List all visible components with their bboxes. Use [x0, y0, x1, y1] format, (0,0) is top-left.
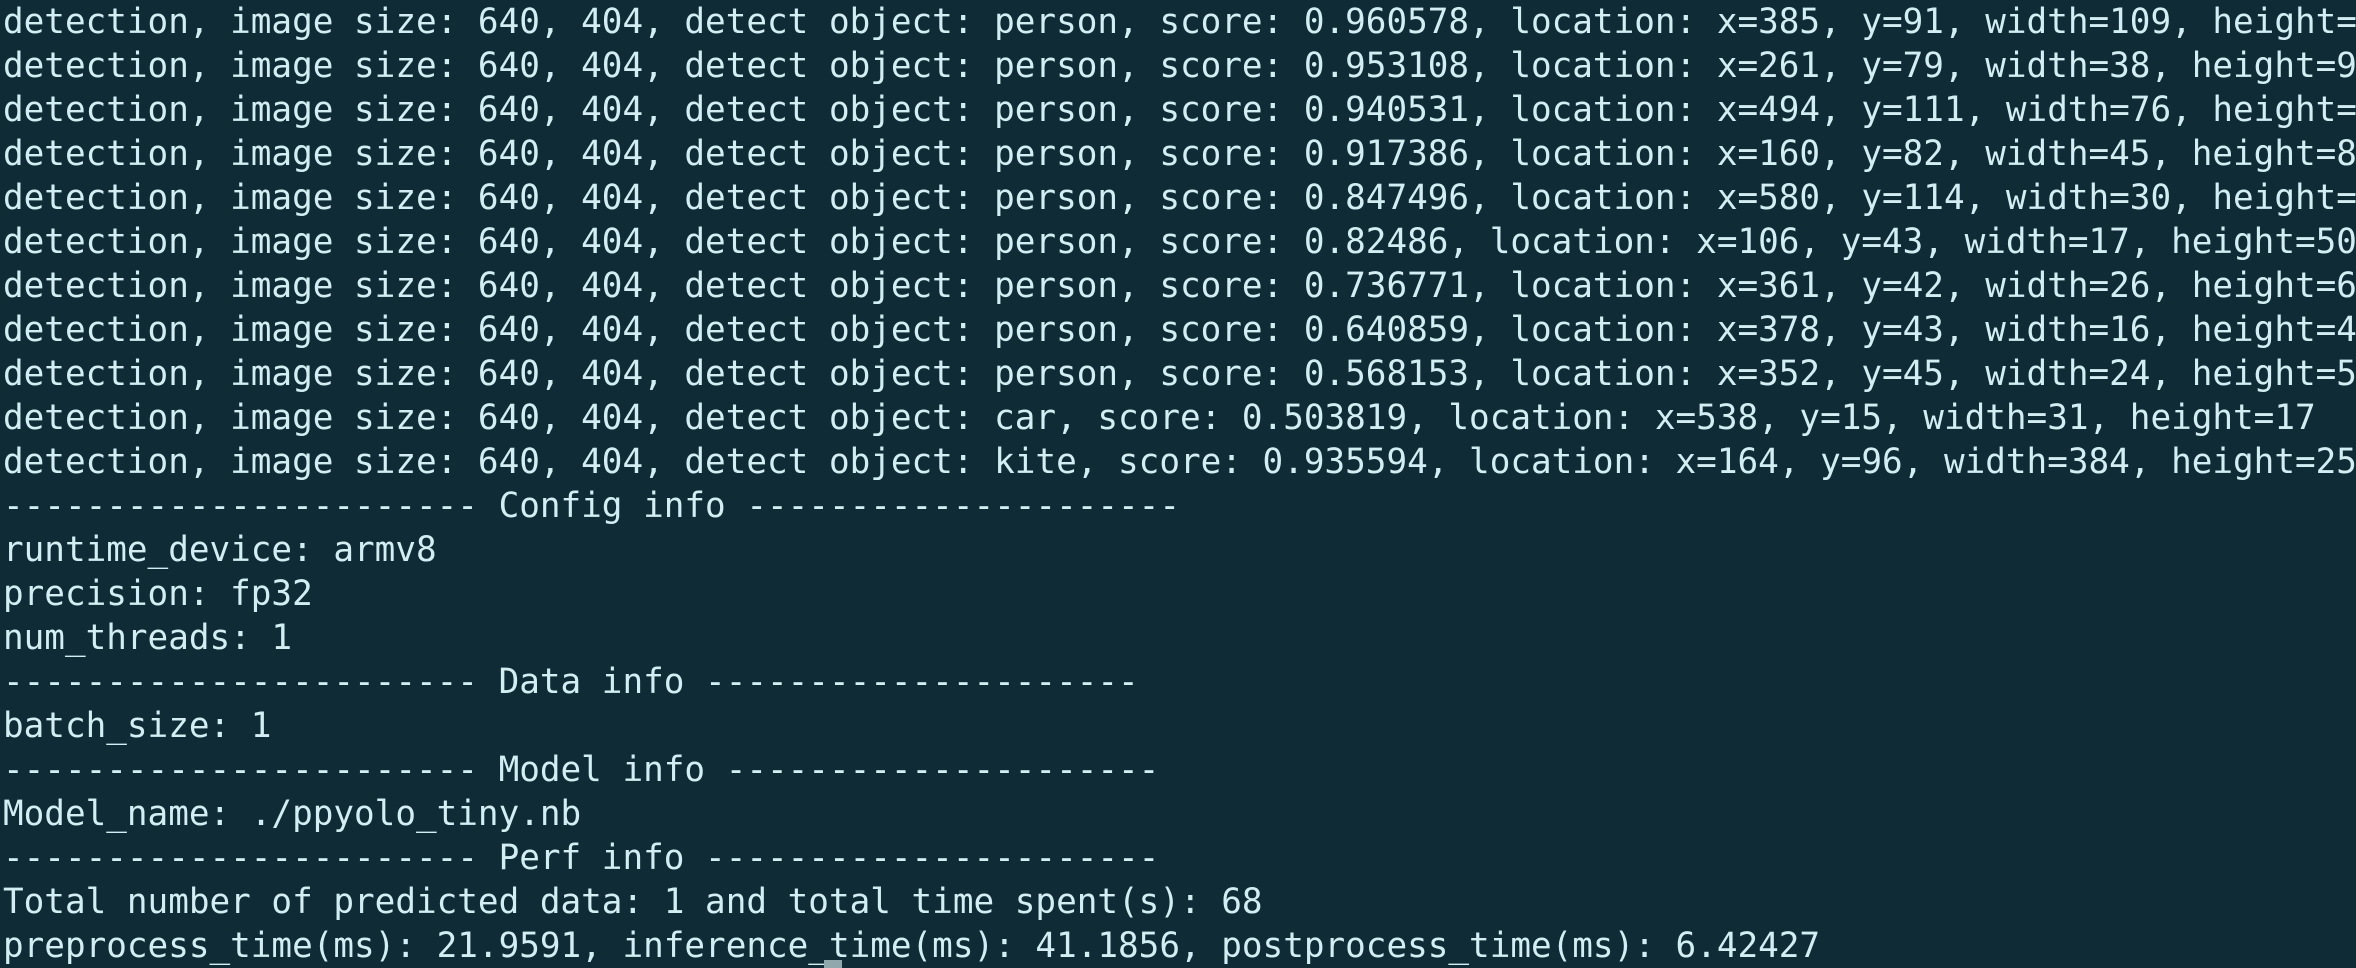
detection-line: detection, image size: 640, 404, detect … [3, 46, 2356, 86]
detection-line: detection, image size: 640, 404, detect … [3, 222, 2356, 262]
timing-breakdown-line: preprocess_time(ms): 21.9591, inference_… [3, 926, 1821, 966]
perf-info-header: ----------------------- Perf info ------… [3, 838, 1160, 878]
model-info-header: ----------------------- Model info -----… [3, 750, 1160, 790]
detection-line: detection, image size: 640, 404, detect … [3, 2, 2356, 42]
num-threads-line: num_threads: 1 [3, 618, 293, 658]
detection-line: detection, image size: 640, 404, detect … [3, 398, 2316, 438]
model-name-line: Model_name: ./ppyolo_tiny.nb [3, 794, 582, 834]
config-info-header: ----------------------- Config info ----… [3, 486, 1180, 526]
detection-line: detection, image size: 640, 404, detect … [3, 310, 2356, 350]
batch-size-line: batch_size: 1 [3, 706, 272, 746]
detection-line: detection, image size: 640, 404, detect … [3, 354, 2356, 394]
runtime-device-line: runtime_device: armv8 [3, 530, 437, 570]
detection-line: detection, image size: 640, 404, detect … [3, 178, 2356, 218]
detection-line: detection, image size: 640, 404, detect … [3, 266, 2356, 306]
precision-line: precision: fp32 [3, 574, 313, 614]
detection-line: detection, image size: 640, 404, detect … [3, 442, 2356, 482]
data-info-header: ----------------------- Data info ------… [3, 662, 1139, 702]
detection-line: detection, image size: 640, 404, detect … [3, 90, 2356, 130]
detection-line: detection, image size: 640, 404, detect … [3, 134, 2356, 174]
total-time-line: Total number of predicted data: 1 and to… [3, 882, 1263, 922]
terminal-cursor [824, 960, 842, 968]
